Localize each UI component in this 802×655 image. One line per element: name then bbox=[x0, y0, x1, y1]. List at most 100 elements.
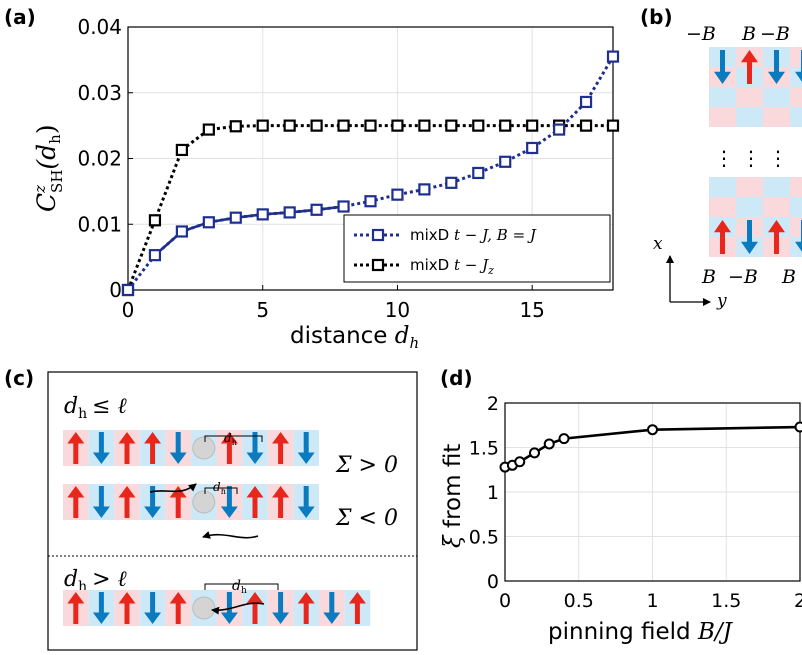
panel-b-ellipsis: ⋮ ⋮ ⋮ ⋮ bbox=[714, 146, 802, 170]
spin-down-arrow bbox=[297, 432, 315, 464]
x-tick-label: 1 bbox=[646, 590, 658, 612]
spin-up-arrow bbox=[272, 486, 290, 518]
lattice-cell bbox=[790, 47, 802, 67]
vertical-dots-4: ⋮ bbox=[794, 146, 802, 170]
data-point-black bbox=[391, 119, 404, 132]
spin-up-arrow bbox=[118, 432, 136, 464]
panel-b-bottom-labels: B −B B bbox=[701, 266, 796, 288]
spin-down-arrow bbox=[92, 592, 110, 624]
lattice-cell bbox=[790, 197, 802, 217]
panel-b-lattice-bottom bbox=[709, 177, 802, 257]
spin-down-arrow bbox=[246, 432, 264, 464]
lattice-cell bbox=[790, 87, 802, 107]
sigma-positive: Σ > 0 bbox=[335, 453, 398, 478]
lattice-cell bbox=[763, 87, 790, 107]
data-point-blue bbox=[364, 195, 377, 208]
spin-up-arrow bbox=[246, 592, 264, 624]
spin-up-arrow bbox=[220, 432, 238, 464]
panel-d-x-ticks: 0 0.5 1 1.5 2 bbox=[499, 590, 802, 612]
data-point bbox=[558, 433, 570, 445]
data-point-blue bbox=[202, 216, 215, 229]
spin-up-arrow bbox=[169, 592, 187, 624]
panel-c-frame bbox=[47, 371, 418, 651]
y-tick-label: 0.03 bbox=[77, 81, 122, 105]
spin-down-arrow bbox=[92, 432, 110, 464]
panel-c-chains bbox=[63, 430, 371, 626]
legend-box bbox=[343, 214, 611, 283]
panel-b-coordinate-axes: x y bbox=[653, 234, 727, 311]
lattice-cell bbox=[709, 107, 736, 127]
data-point-blue bbox=[121, 283, 135, 297]
spin-down-arrow bbox=[714, 50, 731, 84]
hop-arrow-left-1 bbox=[202, 531, 259, 539]
lattice-cell bbox=[790, 217, 802, 237]
data-point-blue bbox=[499, 155, 512, 168]
data-point-black bbox=[364, 119, 377, 132]
spin-down-arrow bbox=[272, 592, 290, 624]
spin-up-arrow bbox=[67, 432, 85, 464]
lattice-cell bbox=[709, 87, 736, 107]
data-point-black bbox=[418, 119, 431, 132]
spin-up-arrow bbox=[169, 486, 187, 518]
lattice-cell bbox=[709, 197, 736, 217]
data-point bbox=[529, 447, 540, 459]
panel-label-b: (b) bbox=[640, 5, 673, 29]
data-point-black bbox=[499, 119, 512, 132]
panel-d-x-label: pinning field B/J bbox=[548, 619, 734, 645]
dh-label-1: dh bbox=[224, 431, 237, 447]
panel-d-y-label: ξ from fit bbox=[440, 444, 466, 548]
vertical-dots-2: ⋮ bbox=[741, 146, 761, 170]
data-point-black bbox=[202, 123, 215, 136]
vertical-dots-3: ⋮ bbox=[768, 146, 788, 170]
y-tick-label: 0.02 bbox=[77, 147, 122, 171]
data-point-black bbox=[283, 119, 296, 132]
dh-label-2: dh bbox=[213, 480, 226, 496]
data-point bbox=[647, 424, 658, 436]
lattice-cell bbox=[763, 197, 790, 217]
data-point bbox=[794, 421, 802, 433]
data-point-black bbox=[606, 119, 620, 132]
data-point-blue bbox=[579, 95, 593, 109]
panel-d-y-ticks: 0 0.5 1 1.5 2 bbox=[469, 393, 499, 593]
data-point-black bbox=[310, 119, 323, 132]
data-point-blue bbox=[256, 208, 269, 221]
spin-up-arrow bbox=[272, 432, 290, 464]
panel-d-axes-box bbox=[504, 402, 801, 582]
spin-up-arrow bbox=[67, 592, 85, 624]
condition-long: dh > ℓ bbox=[64, 567, 128, 595]
panel-a-x-ticks: 0 5 10 15 bbox=[122, 285, 545, 322]
hop-arrow-right bbox=[149, 483, 197, 493]
x-tick-label: 10 bbox=[385, 298, 410, 322]
chain-long bbox=[63, 590, 371, 626]
spin-up-arrow bbox=[144, 432, 162, 464]
legend-marker-black bbox=[371, 258, 385, 272]
y-tick-label: 0 bbox=[109, 278, 122, 302]
x-tick-label: 0 bbox=[499, 590, 511, 612]
data-point bbox=[514, 456, 526, 468]
panel-a-x-label: distance dh bbox=[290, 323, 419, 352]
label-minus-b-3: −B bbox=[728, 266, 758, 288]
lattice-cell bbox=[736, 87, 763, 107]
legend-entry-black: mixD t − Jz bbox=[410, 256, 494, 277]
y-tick-label: 1.5 bbox=[469, 438, 499, 460]
hole-circle bbox=[192, 436, 216, 460]
x-tick-label: 5 bbox=[256, 298, 269, 322]
axis-y-label: y bbox=[716, 291, 727, 311]
sigma-negative: Σ < 0 bbox=[335, 506, 398, 531]
panel-a-y-ticks: 0 0.01 0.02 0.03 0.04 bbox=[77, 15, 133, 302]
data-point-blue bbox=[445, 176, 458, 189]
data-point-blue bbox=[391, 188, 404, 201]
y-tick-label: 1 bbox=[487, 482, 499, 504]
spin-down-arrow bbox=[795, 220, 802, 252]
spin-down-arrow bbox=[92, 486, 110, 518]
panel-label-d: (d) bbox=[440, 366, 473, 390]
spin-up-arrow bbox=[348, 592, 366, 624]
panel-label-c: (c) bbox=[4, 366, 34, 390]
spin-up-arrow bbox=[246, 486, 264, 518]
spin-down-arrow bbox=[768, 50, 785, 84]
lattice-cell bbox=[763, 177, 790, 197]
y-tick-label: 0.04 bbox=[77, 15, 122, 39]
data-point-blue bbox=[148, 249, 162, 262]
data-point-blue bbox=[472, 166, 485, 180]
